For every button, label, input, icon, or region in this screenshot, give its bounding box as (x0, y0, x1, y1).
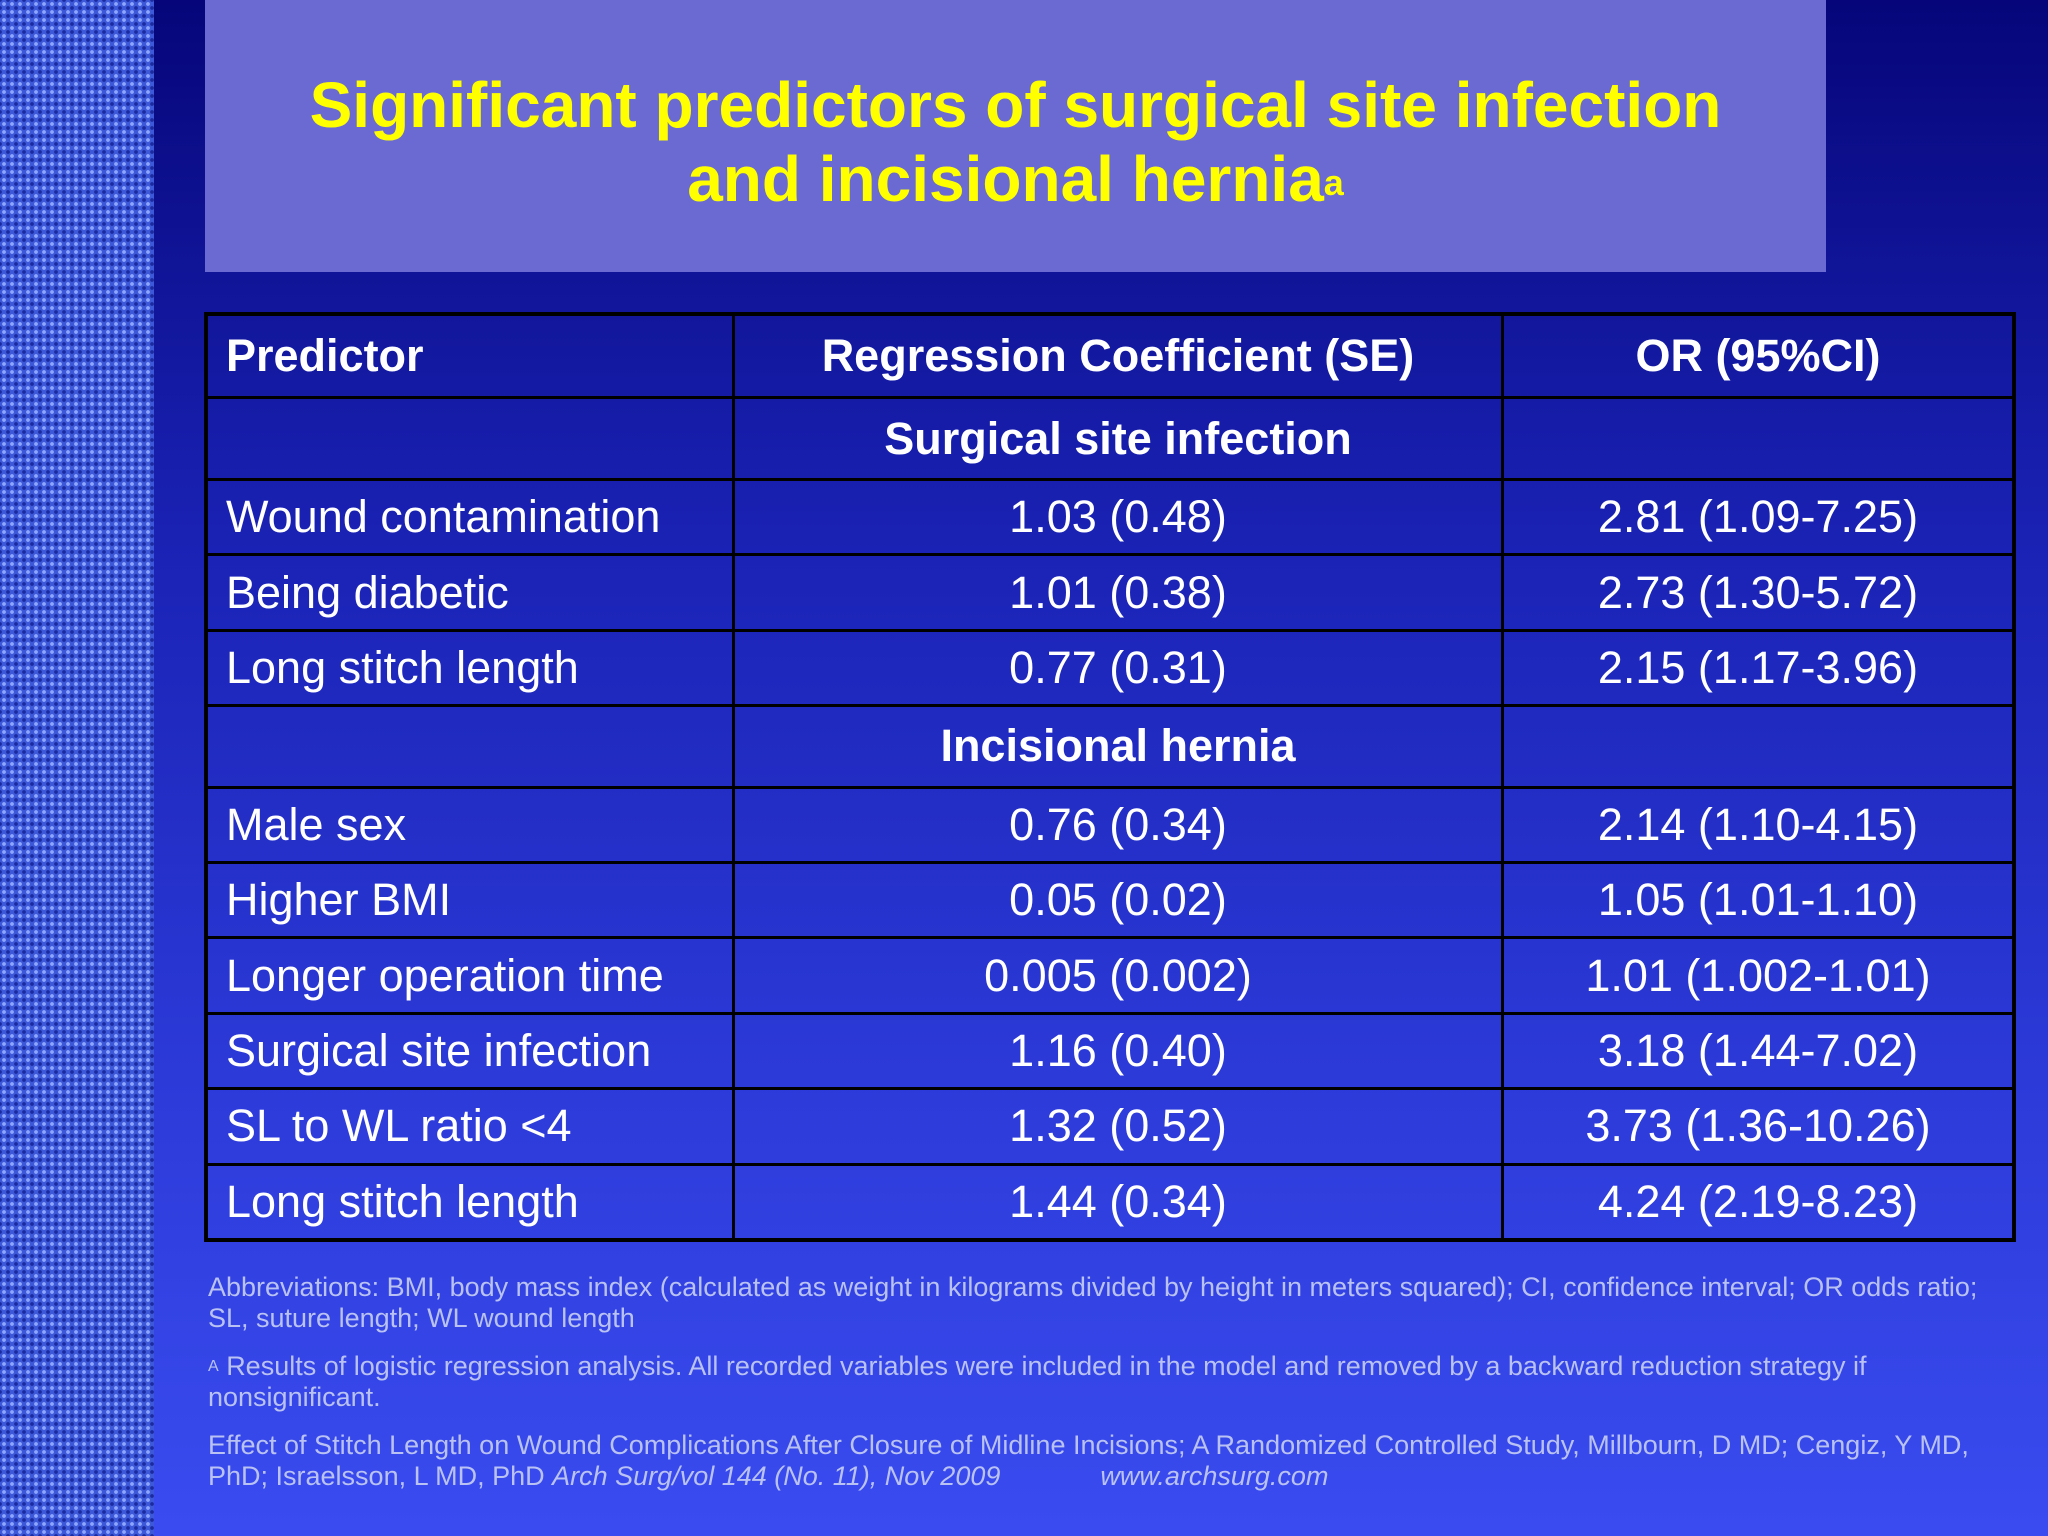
odds-ratio-cell: 3.73 (1.36-10.26) (1500, 1087, 2016, 1166)
coefficient-cell: 1.16 (0.40) (732, 1011, 1504, 1091)
footnote-marker: A (208, 1358, 219, 1375)
coefficient-cell: 0.76 (0.34) (732, 785, 1504, 864)
odds-ratio-cell: 1.01 (1.002-1.01) (1500, 936, 2016, 1015)
header-regression-coefficient: Regression Coefficient (SE) (732, 312, 1504, 400)
table-row: Longer operation time 0.005 (0.002) 1.01… (204, 936, 2016, 1015)
coefficient-cell: 0.77 (0.31) (732, 628, 1504, 708)
predictors-table: Predictor Regression Coefficient (SE) OR… (204, 312, 2016, 1242)
title-box: Significant predictors of surgical site … (205, 0, 1826, 272)
odds-ratio-cell: 2.73 (1.30-5.72) (1500, 553, 2016, 632)
odds-ratio-cell: 3.18 (1.44-7.02) (1500, 1011, 2016, 1091)
coefficient-cell: 1.44 (0.34) (732, 1162, 1504, 1242)
table-row: Surgical site infection 1.16 (0.40) 3.18… (204, 1011, 2016, 1091)
slide-title-line-1: Significant predictors of surgical site … (309, 69, 1722, 141)
section-empty-cell (204, 704, 736, 789)
coefficient-cell: 1.03 (0.48) (732, 477, 1504, 557)
table-row: SL to WL ratio <4 1.32 (0.52) 3.73 (1.36… (204, 1087, 2016, 1166)
header-predictor: Predictor (204, 312, 736, 400)
coefficient-cell: 0.005 (0.002) (732, 936, 1504, 1015)
slide-title-line-2: and incisional herniaa (687, 142, 1344, 216)
section-title: Surgical site infection (732, 396, 1504, 481)
odds-ratio-cell: 4.24 (2.19-8.23) (1500, 1162, 2016, 1242)
section-empty-cell (1500, 396, 2016, 481)
footnote-citation: Effect of Stitch Length on Wound Complic… (208, 1430, 2008, 1492)
table-row: Higher BMI 0.05 (0.02) 1.05 (1.01-1.10) (204, 860, 2016, 940)
odds-ratio-cell: 2.81 (1.09-7.25) (1500, 477, 2016, 557)
predictor-cell: Surgical site infection (204, 1011, 736, 1091)
footnote-analysis-text: Results of logistic regression analysis.… (208, 1351, 1867, 1412)
predictor-cell: Wound contamination (204, 477, 736, 557)
section-row-incisional-hernia: Incisional hernia (204, 704, 2016, 789)
predictor-cell: Being diabetic (204, 553, 736, 632)
odds-ratio-cell: 2.14 (1.10-4.15) (1500, 785, 2016, 864)
odds-ratio-cell: 2.15 (1.17-3.96) (1500, 628, 2016, 708)
section-title: Incisional hernia (732, 704, 1504, 789)
predictor-cell: Higher BMI (204, 860, 736, 940)
citation-text: Effect of Stitch Length on Wound Complic… (208, 1430, 1969, 1491)
section-empty-cell (1500, 704, 2016, 789)
coefficient-cell: 1.32 (0.52) (732, 1087, 1504, 1166)
table-row: Long stitch length 1.44 (0.34) 4.24 (2.1… (204, 1162, 2016, 1242)
footnote-abbreviations: Abbreviations: BMI, body mass index (cal… (208, 1272, 1978, 1333)
odds-ratio-cell: 1.05 (1.01-1.10) (1500, 860, 2016, 940)
table-row: Being diabetic 1.01 (0.38) 2.73 (1.30-5.… (204, 553, 2016, 632)
section-empty-cell (204, 396, 736, 481)
predictor-cell: Long stitch length (204, 628, 736, 708)
coefficient-cell: 0.05 (0.02) (732, 860, 1504, 940)
footnote-analysis-note: A Results of logistic regression analysi… (208, 1351, 2008, 1413)
predictor-cell: Long stitch length (204, 1162, 736, 1242)
table-row: Long stitch length 0.77 (0.31) 2.15 (1.1… (204, 628, 2016, 708)
decorative-side-strip (0, 0, 154, 1536)
header-odds-ratio: OR (95%CI) (1500, 312, 2016, 400)
citation-journal: Arch Surg/vol 144 (No. 11), Nov 2009 (552, 1461, 1001, 1491)
table-row: Male sex 0.76 (0.34) 2.14 (1.10-4.15) (204, 785, 2016, 864)
table-header-row: Predictor Regression Coefficient (SE) OR… (204, 312, 2016, 400)
slide-title-line-2-text: and incisional hernia (687, 143, 1324, 215)
citation-url: www.archsurg.com (1100, 1461, 1329, 1491)
section-row-surgical-site-infection: Surgical site infection (204, 396, 2016, 481)
predictor-cell: Male sex (204, 785, 736, 864)
table-row: Wound contamination 1.03 (0.48) 2.81 (1.… (204, 477, 2016, 557)
title-superscript: a (1323, 162, 1344, 203)
predictor-cell: SL to WL ratio <4 (204, 1087, 736, 1166)
predictor-cell: Longer operation time (204, 936, 736, 1015)
coefficient-cell: 1.01 (0.38) (732, 553, 1504, 632)
